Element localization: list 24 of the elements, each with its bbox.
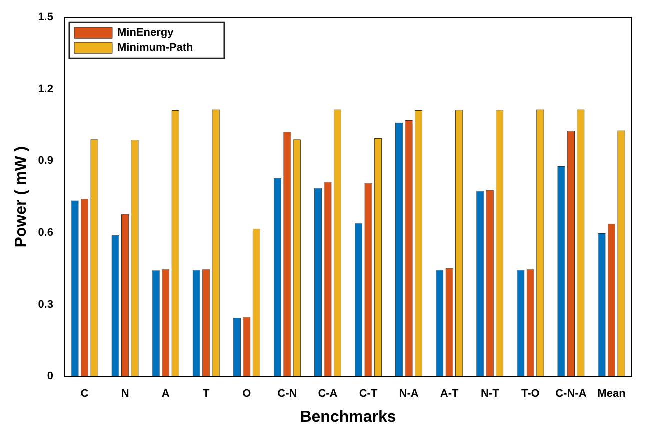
- x-tick-label: C-N-A: [556, 388, 587, 400]
- x-tick-label: C-A: [318, 388, 338, 400]
- y-tick-label: 0.3: [38, 298, 54, 311]
- x-tick-label: N-A: [399, 388, 419, 400]
- x-tick-label: N: [121, 388, 130, 400]
- x-tick-label: C: [80, 388, 89, 400]
- y-tick-label: 0.9: [38, 155, 54, 168]
- y-tick-label: 1.2: [38, 83, 54, 96]
- x-tick-label: A-T: [440, 388, 460, 400]
- y-tick-label: 0: [47, 370, 54, 383]
- legend-label: MinEnergy: [117, 27, 175, 40]
- y-tick-label: 1.5: [38, 12, 54, 24]
- x-tick-label: C-T: [359, 388, 378, 400]
- x-tick-label: A: [162, 388, 170, 400]
- y-tick-label: 0.6: [38, 227, 54, 240]
- x-tick-label: T-O: [521, 388, 540, 400]
- x-tick-label: C-N: [278, 388, 298, 400]
- y-axis-title: Power ( mW ): [13, 146, 30, 248]
- x-tick-label: Mean: [598, 388, 626, 400]
- legend-label: Minimum-Path: [117, 42, 194, 54]
- x-tick-label: N-T: [480, 388, 500, 400]
- x-tick-label: T: [203, 388, 210, 400]
- x-tick-label: O: [242, 388, 252, 400]
- x-axis-title: Benchmarks: [300, 408, 396, 426]
